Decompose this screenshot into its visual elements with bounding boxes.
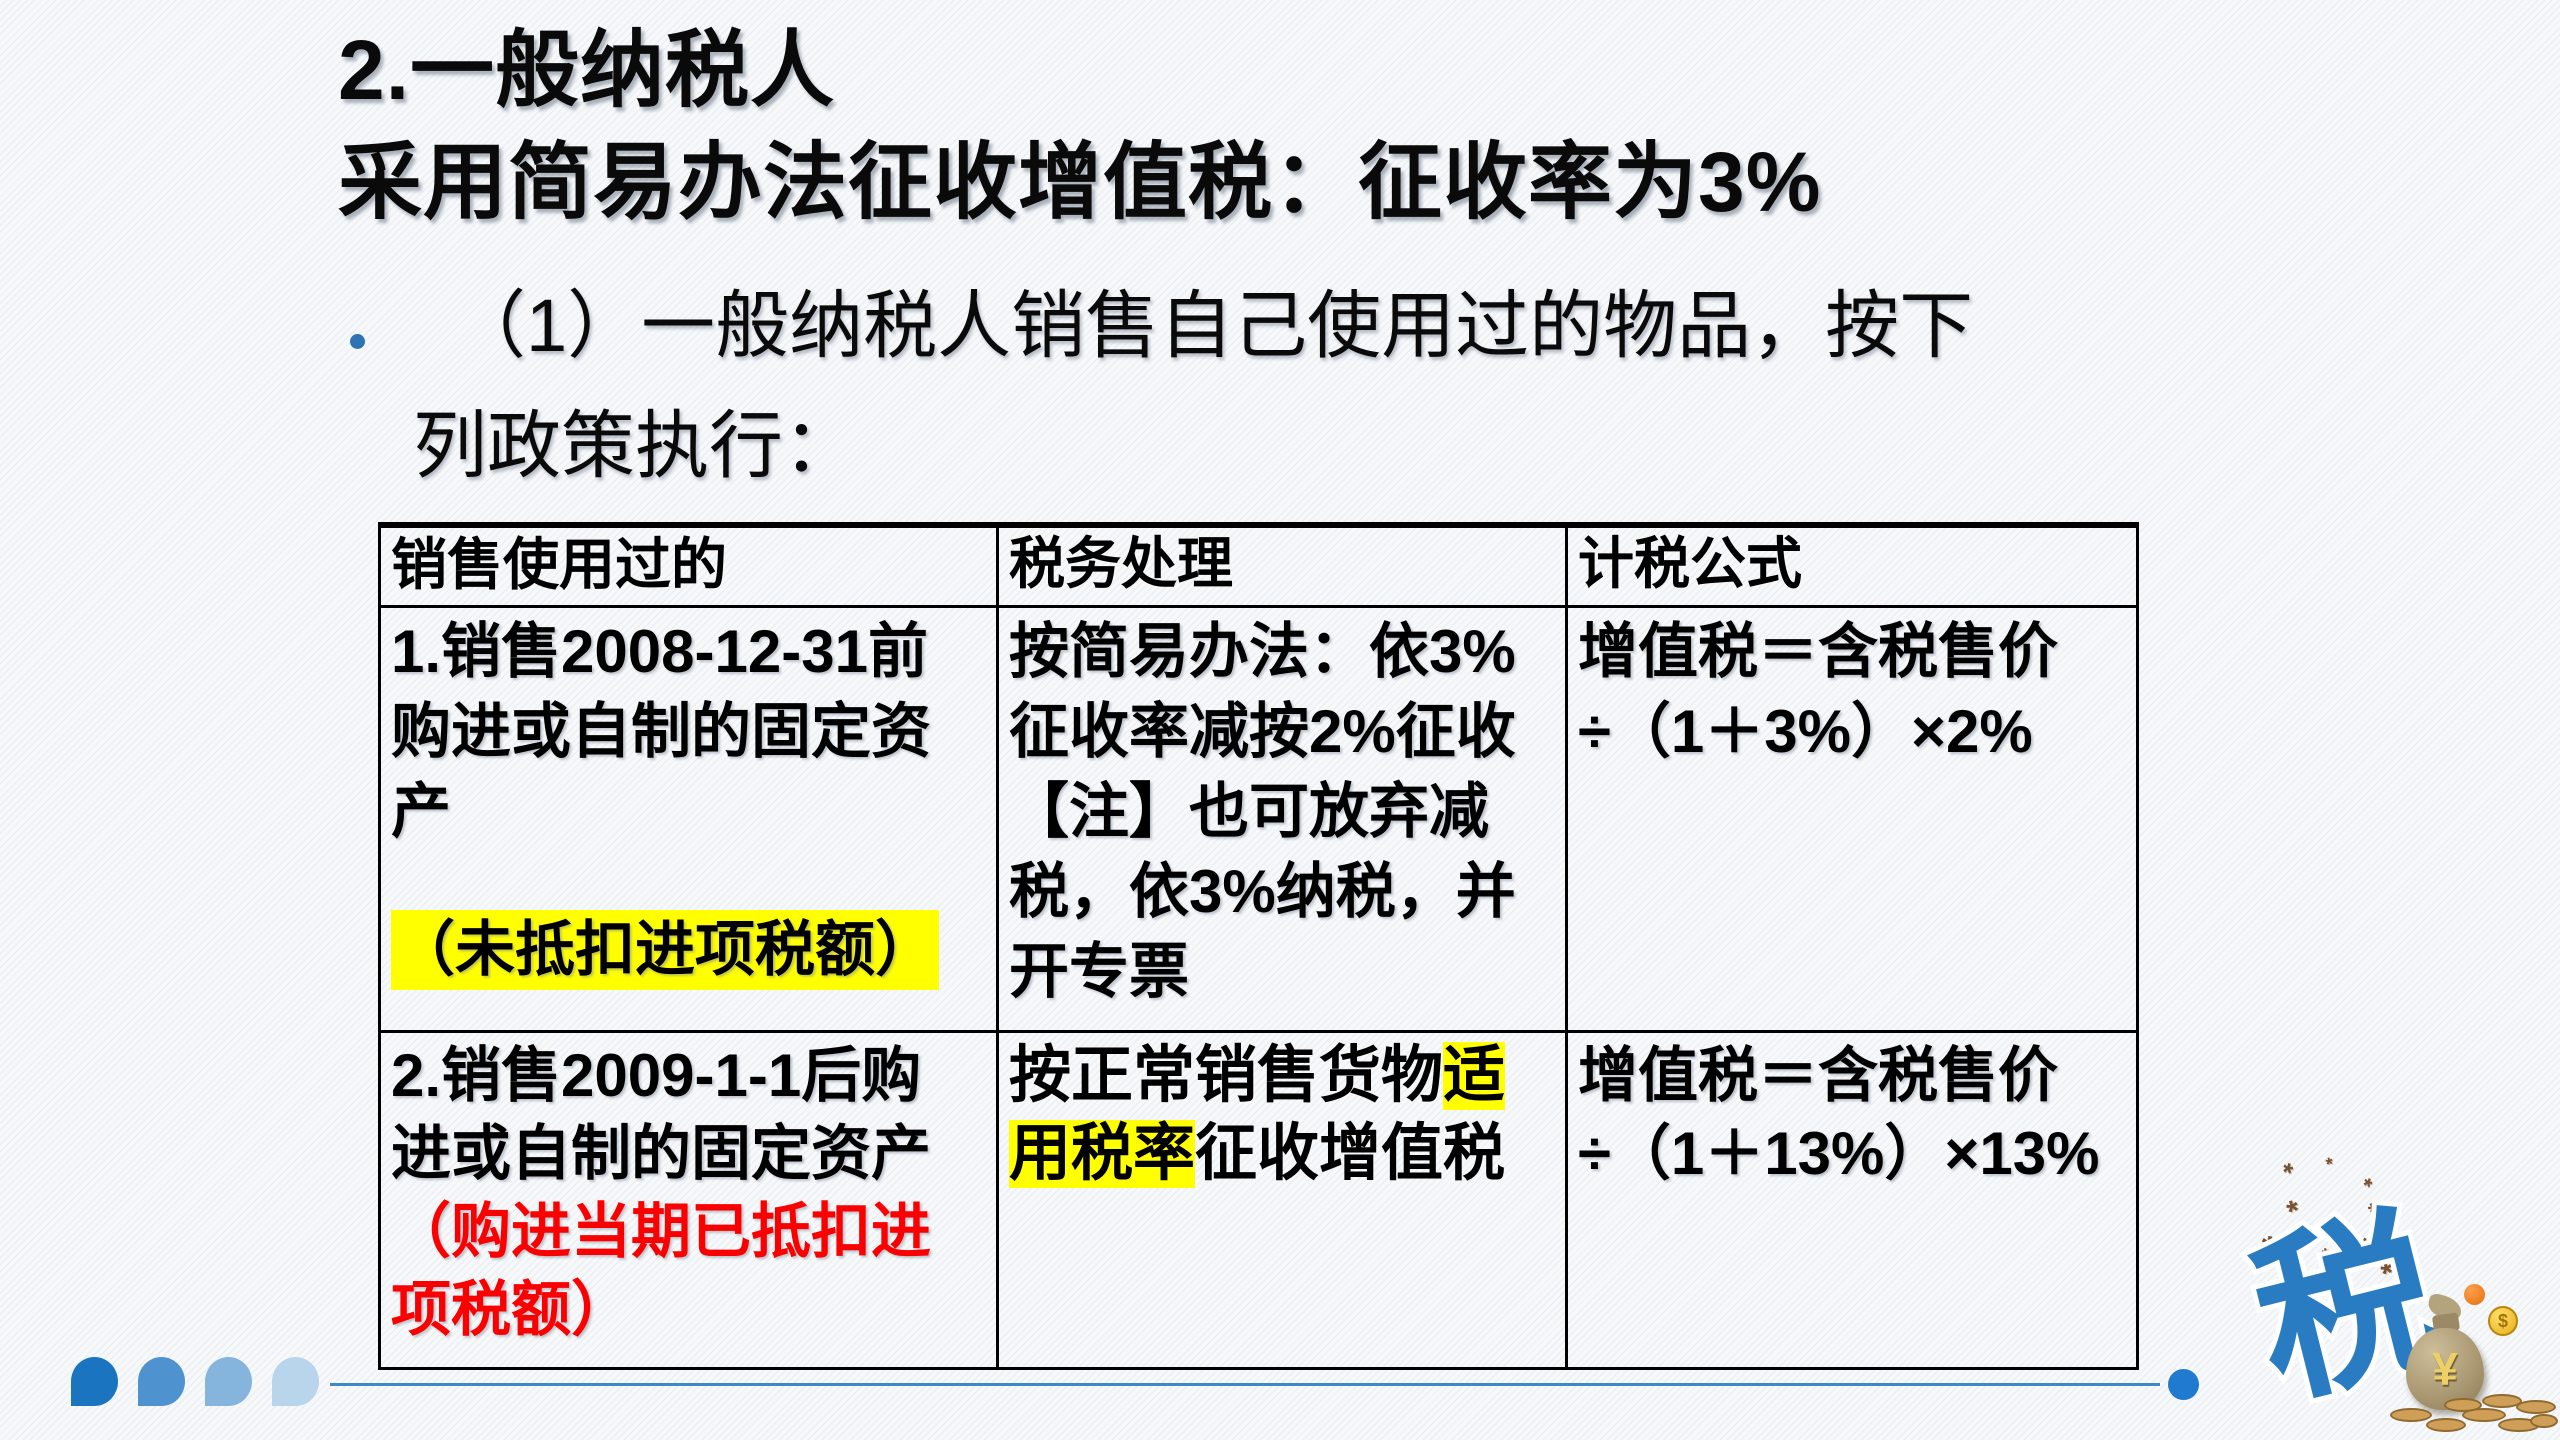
coin-icon <box>2516 1400 2556 1414</box>
cell-text-line: 按正常销售货物适 <box>1009 1037 1555 1115</box>
bullet-dot-icon <box>350 334 365 349</box>
highlighted-applicable-rate: 适 <box>1443 1041 1506 1110</box>
money-bag-icon: ¥ <box>2406 1328 2484 1410</box>
cell-r2-formula: 增值税＝含税售价 ÷（1＋13%）×13% <box>1565 1029 2139 1370</box>
cell-text-line: 1.销售2008-12-31前 <box>391 617 928 685</box>
footer-line-end-dot-icon <box>2168 1369 2199 1400</box>
cell-text-line: 【注】也可放弃减 <box>1009 777 1489 845</box>
coin-icon <box>2462 1408 2506 1422</box>
red-note-line: 项税额） <box>391 1275 631 1343</box>
cell-text-line: 征收率减按2%征收 <box>1009 697 1516 765</box>
coin-icon <box>2482 1394 2522 1408</box>
highlighted-applicable-rate: 用税率 <box>1009 1119 1196 1188</box>
cell-text-line: 税，依3%纳税，并 <box>1009 857 1516 925</box>
table-header-row: 销售使用过的 税务处理 计税公式 <box>378 523 2139 608</box>
title-line-2: 采用简易办法征收增值税：征收率为3% <box>338 135 1822 229</box>
sparkle-icon: * <box>2357 1172 2376 1199</box>
cell-r1-formula: 增值税＝含税售价 ÷（1＋3%）×2% <box>1565 604 2139 1033</box>
orange-ball-icon <box>2464 1284 2485 1305</box>
teardrop-shape-icon <box>272 1357 319 1406</box>
formula-line: ÷（1＋3%）×2% <box>1578 697 2033 765</box>
cell-r2-treatment: 按正常销售货物适 用税率征收增值税 <box>996 1029 1568 1370</box>
col-header-items-sold: 销售使用过的 <box>378 523 999 608</box>
cell-text-line: 进或自制的固定资产 <box>391 1119 931 1187</box>
coin-icon <box>2390 1408 2432 1422</box>
col-header-tax-treatment: 税务处理 <box>996 523 1568 608</box>
bullet-text-line-2: 列政策执行： <box>413 404 857 487</box>
sparkle-icon: * <box>2278 1156 2296 1188</box>
highlighted-note-not-deducted: （未抵扣进项税额） <box>391 909 939 990</box>
tax-money-illustration: * * * * * * * * * * * * 税 ¥ $ <box>2230 1150 2560 1440</box>
formula-line: ÷（1＋13%）×13% <box>1578 1119 2100 1187</box>
cell-text-line: 开专票 <box>1009 937 1189 1005</box>
cell-r1-treatment: 按简易办法：依3% 征收率减按2%征收 【注】也可放弃减 税，依3%纳税，并 开… <box>996 604 1568 1033</box>
coin-icon <box>2530 1414 2558 1428</box>
cell-text-line: 购进或自制的固定资 <box>391 697 931 765</box>
coin-icon <box>2444 1398 2482 1412</box>
table-row-1: 1.销售2008-12-31前 购进或自制的固定资 产 （未抵扣进项税额） 按简… <box>378 604 2139 1033</box>
cell-text-line: 2.销售2009-1-1后购 <box>391 1041 922 1109</box>
footer-divider-line <box>330 1383 2160 1386</box>
cell-r2-item: 2.销售2009-1-1后购 进或自制的固定资产 （购进当期已抵扣进 项税额） <box>378 1029 999 1370</box>
cell-text-line: 产 <box>391 777 451 845</box>
treatment-text: 征收增值税 <box>1195 1119 1506 1188</box>
slide-title: 2.一般纳税人 采用简易办法征收增值税：征收率为3% <box>338 14 1821 238</box>
sparkle-icon: * <box>2324 1153 2335 1175</box>
coin-icon <box>2426 1418 2466 1432</box>
title-line-1: 2.一般纳税人 <box>338 23 836 117</box>
tax-policy-table: 销售使用过的 税务处理 计税公式 1.销售2008-12-31前 购进或自制的固… <box>378 522 2139 1370</box>
red-note-line: （购进当期已抵扣进 <box>391 1197 931 1265</box>
formula-line: 增值税＝含税售价 <box>1578 617 2058 685</box>
bullet-text-line-1: （1）一般纳税人销售自己使用过的物品，按下 <box>452 284 1974 367</box>
yen-symbol: ¥ <box>2432 1343 2458 1395</box>
formula-line: 增值税＝含税售价 <box>1578 1041 2058 1109</box>
col-header-tax-formula: 计税公式 <box>1565 523 2139 608</box>
gold-coin-icon: $ <box>2488 1306 2518 1336</box>
tax-character-graphic: 税 <box>2231 1184 2464 1433</box>
cell-r1-item: 1.销售2008-12-31前 购进或自制的固定资 产 （未抵扣进项税额） <box>378 604 999 1033</box>
treatment-text: 按正常销售货物 <box>1009 1041 1444 1110</box>
table-row-2: 2.销售2009-1-1后购 进或自制的固定资产 （购进当期已抵扣进 项税额） … <box>378 1029 2139 1370</box>
teardrop-shape-icon <box>71 1357 118 1406</box>
teardrop-shape-icon <box>138 1357 185 1406</box>
cell-text-line: 用税率征收增值税 <box>1009 1115 1555 1193</box>
teardrop-shape-icon <box>205 1357 252 1406</box>
cell-text-line: 按简易办法：依3% <box>1009 617 1516 685</box>
